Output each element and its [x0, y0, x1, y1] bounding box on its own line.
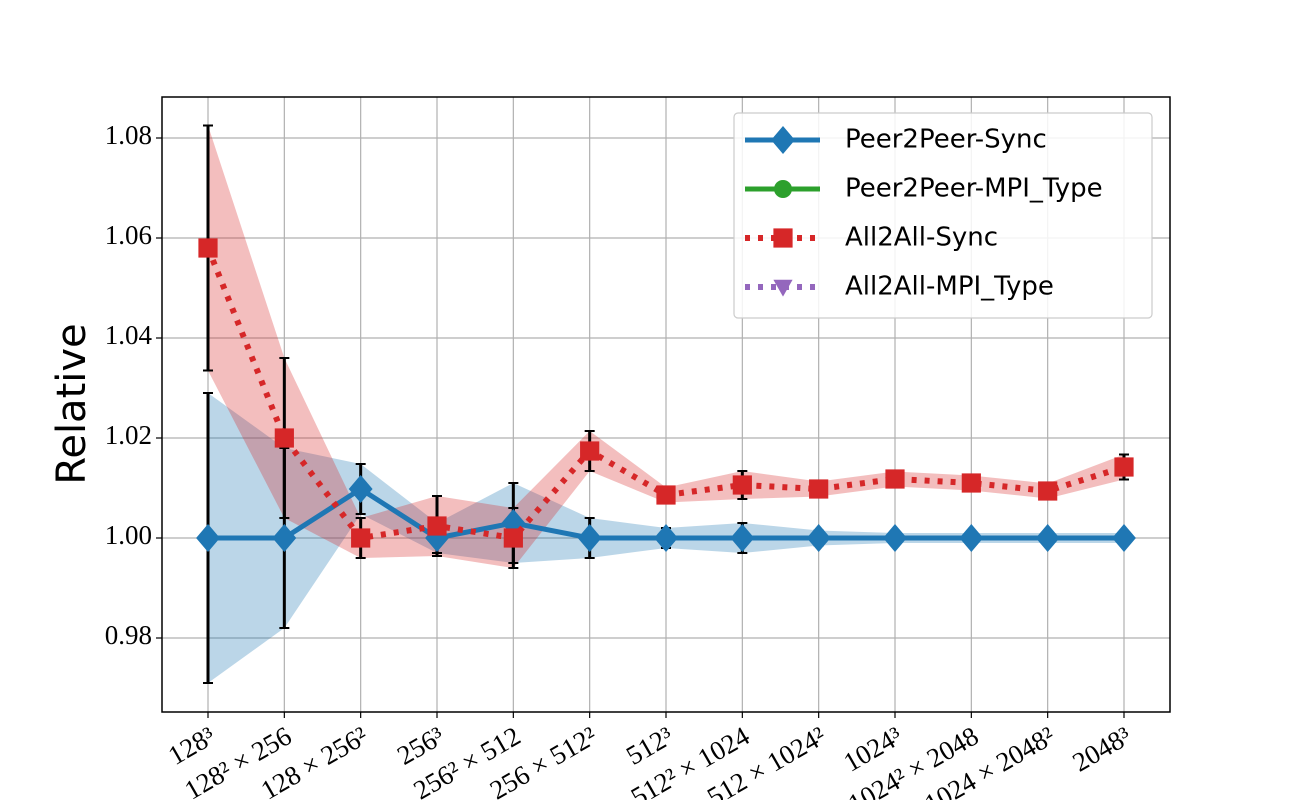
marker [961, 473, 981, 493]
marker [348, 475, 373, 503]
y-tick-label: 1.00 [105, 520, 152, 550]
y-tick-label: 1.08 [105, 120, 152, 150]
marker [1112, 524, 1136, 552]
marker [577, 524, 602, 552]
plot-frame [161, 96, 1171, 713]
y-tick-label: 0.98 [105, 620, 152, 650]
marker [732, 475, 752, 495]
y-axis-label: Relative [49, 323, 95, 484]
error-band [208, 125, 1124, 568]
marker [730, 524, 755, 552]
legend-marker [773, 279, 793, 297]
marker [959, 524, 984, 552]
marker [654, 524, 678, 552]
marker [503, 528, 523, 548]
y-tick-label: 1.02 [105, 420, 152, 450]
marker [351, 528, 371, 548]
marker [656, 485, 676, 505]
legend-label: Peer2Peer-Sync [845, 125, 1047, 155]
legend-box [733, 112, 1153, 319]
legend-label: Peer2Peer-MPI_Type [845, 174, 1103, 204]
marker [425, 524, 449, 552]
legend: Peer2Peer-Sync Peer2Peer-MPI_Type All2All-… [733, 112, 1153, 319]
marker [196, 524, 220, 552]
legend-label: All2All-MPI_Type [845, 272, 1054, 302]
marker [198, 238, 218, 258]
marker [885, 469, 905, 489]
legend-marker [773, 228, 793, 248]
y-tick-label: 1.04 [105, 320, 153, 350]
marker [806, 524, 831, 552]
marker [883, 524, 907, 552]
legend-marker [774, 180, 792, 198]
marker [274, 428, 294, 448]
marker [580, 441, 600, 461]
y-tick-label: 1.06 [105, 220, 152, 250]
marker [1038, 481, 1058, 501]
marker [427, 516, 447, 536]
marker [272, 524, 297, 552]
legend-marker [771, 126, 795, 154]
marker [1035, 524, 1060, 552]
marker [809, 479, 829, 499]
marker [1114, 457, 1134, 477]
legend-label: All2All-Sync [845, 223, 998, 253]
